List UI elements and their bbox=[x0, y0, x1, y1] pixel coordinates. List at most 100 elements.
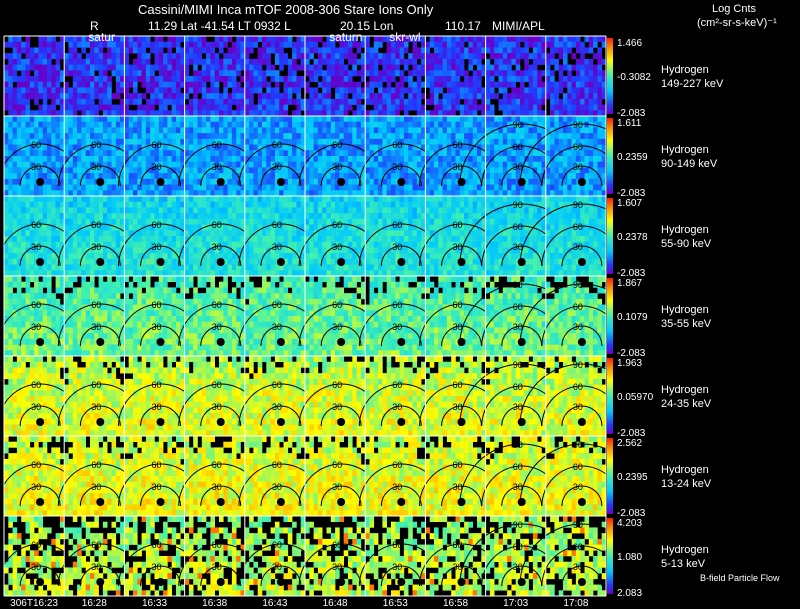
contour-label: 30 bbox=[152, 562, 162, 572]
colorbar-mid-label: 0.05970 bbox=[617, 392, 654, 403]
contour-label: 30 bbox=[453, 402, 463, 412]
contour-label: 60 bbox=[272, 540, 282, 550]
color-bar bbox=[607, 118, 613, 194]
contour-label: 60 bbox=[392, 220, 402, 230]
contour-label: 60 bbox=[272, 220, 282, 230]
contour-label: 60 bbox=[31, 540, 41, 550]
contour-label: 30 bbox=[392, 562, 402, 572]
contour-label: 60 bbox=[332, 220, 342, 230]
planet-marker bbox=[578, 258, 586, 266]
planet-marker bbox=[36, 258, 44, 266]
image-panel bbox=[365, 36, 426, 116]
column-tag: saturn bbox=[329, 30, 362, 44]
planet-marker bbox=[337, 578, 345, 586]
energy-row: 3060306030603060306030603060306030609030… bbox=[0, 116, 718, 199]
planet-marker bbox=[157, 498, 165, 506]
planet-marker bbox=[458, 498, 466, 506]
contour-label: 60 bbox=[212, 300, 222, 310]
planet-marker bbox=[337, 498, 345, 506]
planet-marker bbox=[397, 258, 405, 266]
contour-label: 30 bbox=[392, 322, 402, 332]
energy-row: 3060306030603060306030603060306030609030… bbox=[0, 196, 712, 279]
contour-label: 60 bbox=[91, 380, 101, 390]
planet-marker bbox=[157, 338, 165, 346]
planet-marker bbox=[36, 178, 44, 186]
column-tag: satur bbox=[88, 30, 115, 44]
contour-label: 60 bbox=[513, 222, 523, 232]
contour-label: 90 bbox=[513, 200, 523, 210]
contour-label: 30 bbox=[31, 242, 41, 252]
energy-range-label: 90-149 keV bbox=[661, 158, 718, 170]
contour-label: 90 bbox=[573, 120, 583, 130]
bfield-note: B-field Particle Flow bbox=[700, 573, 780, 583]
contour-label: 30 bbox=[31, 562, 41, 572]
planet-marker bbox=[96, 578, 104, 586]
contour-label: 30 bbox=[573, 402, 583, 412]
color-bar bbox=[607, 198, 613, 274]
colorbar-max-label: 1.611 bbox=[617, 118, 642, 129]
contour-label: 60 bbox=[453, 140, 463, 150]
planet-marker bbox=[458, 338, 466, 346]
planet-marker bbox=[578, 498, 586, 506]
contour-label: 60 bbox=[272, 300, 282, 310]
contour-label: 30 bbox=[332, 162, 342, 172]
contour-label: 60 bbox=[212, 140, 222, 150]
colorbar-max-label: 1.607 bbox=[617, 198, 642, 209]
contour-label: 60 bbox=[392, 140, 402, 150]
contour-label: 30 bbox=[453, 562, 463, 572]
contour-label: 60 bbox=[513, 142, 523, 152]
energy-range-label: 55-90 keV bbox=[661, 238, 712, 250]
contour-label: 60 bbox=[392, 380, 402, 390]
contour-label: 60 bbox=[573, 382, 583, 392]
contour-label: 90 bbox=[573, 360, 583, 370]
planet-marker bbox=[36, 498, 44, 506]
contour-label: 90 bbox=[513, 360, 523, 370]
contour-label: 60 bbox=[453, 300, 463, 310]
contour-label: 30 bbox=[272, 242, 282, 252]
contour-label: 30 bbox=[152, 482, 162, 492]
contour-label: 30 bbox=[91, 562, 101, 572]
contour-label: 30 bbox=[91, 482, 101, 492]
time-tick-label: 17:03 bbox=[503, 598, 528, 609]
planet-marker bbox=[518, 178, 526, 186]
contour-label: 90 bbox=[513, 520, 523, 530]
contour-label: 90 bbox=[513, 280, 523, 290]
image-panel bbox=[124, 36, 185, 116]
contour-label: 30 bbox=[573, 242, 583, 252]
planet-marker bbox=[217, 578, 225, 586]
planet-marker bbox=[277, 258, 285, 266]
time-tick-label: 17:08 bbox=[563, 598, 588, 609]
contour-label: 60 bbox=[513, 462, 523, 472]
time-tick-label: 16:48 bbox=[323, 598, 348, 609]
contour-label: 90 bbox=[573, 520, 583, 530]
planet-marker bbox=[96, 418, 104, 426]
energy-range-label: 149-227 keV bbox=[661, 78, 724, 90]
image-panel bbox=[305, 36, 366, 116]
contour-label: 30 bbox=[91, 322, 101, 332]
planet-marker bbox=[157, 578, 165, 586]
contour-label: 30 bbox=[31, 162, 41, 172]
contour-label: 30 bbox=[392, 402, 402, 412]
contour-label: 30 bbox=[91, 162, 101, 172]
planet-marker bbox=[96, 498, 104, 506]
contour-label: 60 bbox=[212, 380, 222, 390]
colorbar-max-label: 1.963 bbox=[617, 358, 642, 369]
contour-label: 60 bbox=[453, 540, 463, 550]
contour-label: 30 bbox=[152, 402, 162, 412]
contour-label: 60 bbox=[152, 300, 162, 310]
contour-label: 30 bbox=[31, 322, 41, 332]
contour-label: 90 bbox=[573, 280, 583, 290]
image-panel bbox=[425, 36, 486, 116]
planet-marker bbox=[96, 258, 104, 266]
contour-label: 30 bbox=[573, 562, 583, 572]
planet-marker bbox=[518, 338, 526, 346]
contour-label: 30 bbox=[152, 242, 162, 252]
energy-range-label: 13-24 keV bbox=[661, 478, 712, 490]
species-label: Hydrogen bbox=[661, 464, 709, 476]
contour-label: 30 bbox=[573, 162, 583, 172]
contour-label: 60 bbox=[392, 300, 402, 310]
contour-label: 60 bbox=[573, 222, 583, 232]
time-tick-label: 16:53 bbox=[383, 598, 408, 609]
contour-label: 60 bbox=[332, 380, 342, 390]
